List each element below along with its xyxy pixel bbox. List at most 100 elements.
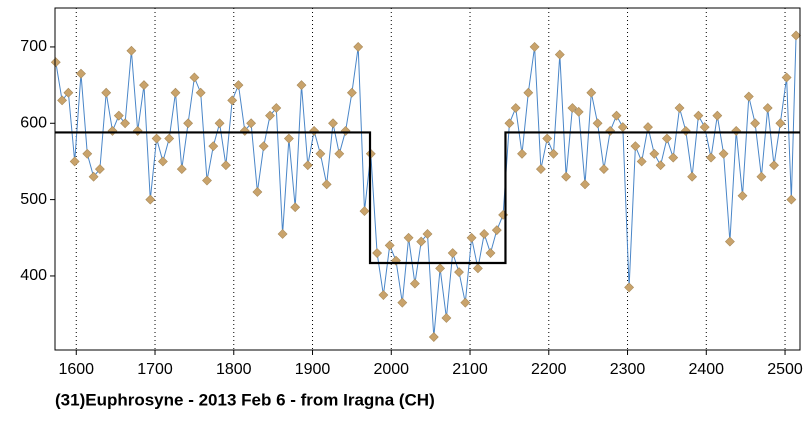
data-point <box>208 141 219 152</box>
data-point <box>624 282 635 293</box>
data-point <box>573 106 584 117</box>
data-point <box>592 118 603 129</box>
data-point <box>687 171 698 182</box>
data-point <box>661 133 672 144</box>
x-tick-label: 2500 <box>767 361 803 378</box>
data-point <box>454 267 464 278</box>
data-point <box>781 72 792 83</box>
data-point <box>321 179 332 190</box>
data-point <box>529 42 540 52</box>
data-point <box>523 87 534 98</box>
data-point <box>353 42 364 52</box>
y-tick-label: 600 <box>20 114 47 131</box>
x-tick-label: 2200 <box>531 361 567 378</box>
x-tick-label: 1600 <box>58 361 94 378</box>
data-point <box>422 229 433 239</box>
data-point <box>447 248 458 258</box>
data-point <box>157 156 168 167</box>
data-point <box>328 118 338 129</box>
y-tick-label: 500 <box>20 191 47 208</box>
data-point <box>296 80 307 91</box>
data-point <box>164 133 175 144</box>
data-point <box>472 263 483 274</box>
data-point <box>76 68 86 79</box>
data-point <box>724 236 735 247</box>
data-point <box>750 118 761 129</box>
data-point <box>334 148 345 159</box>
data-point <box>542 133 553 144</box>
data-point <box>220 160 231 171</box>
data-point <box>510 103 521 113</box>
data-point <box>214 118 225 129</box>
data-point <box>346 87 357 98</box>
data-point <box>69 156 80 167</box>
data-point <box>554 49 565 60</box>
data-point <box>258 141 269 152</box>
model-line <box>55 131 800 265</box>
x-tick-label: 2400 <box>688 361 724 378</box>
data-point <box>756 171 767 182</box>
data-point <box>302 160 313 171</box>
data-point <box>359 206 370 216</box>
data-point <box>277 229 288 239</box>
data-point <box>762 103 773 113</box>
data-point <box>101 87 112 98</box>
data-point <box>737 190 748 201</box>
data-point <box>485 248 496 258</box>
data-point <box>63 87 74 98</box>
data-point <box>504 118 515 129</box>
data-point <box>397 297 408 308</box>
data-point <box>50 57 61 68</box>
data-point <box>233 80 244 91</box>
data-point <box>743 91 754 102</box>
data-point <box>712 110 723 121</box>
data-point <box>491 225 502 236</box>
data-point <box>598 164 609 175</box>
x-tick-label: 2300 <box>610 361 646 378</box>
data-point <box>170 87 181 98</box>
data-point <box>283 133 294 144</box>
x-tick-label: 2100 <box>452 361 488 378</box>
data-point <box>202 175 212 186</box>
data-point <box>120 118 131 129</box>
data-point <box>428 332 439 342</box>
data-point <box>674 103 685 113</box>
data-point <box>655 160 666 171</box>
data-point <box>315 148 326 159</box>
x-tick-label: 1800 <box>216 361 252 378</box>
data-point <box>176 164 187 175</box>
data-point <box>378 290 389 300</box>
data-point <box>718 148 729 159</box>
data-point <box>151 133 162 144</box>
x-tick-label: 1700 <box>137 361 173 378</box>
x-tick-label: 2000 <box>373 361 409 378</box>
data-point <box>441 313 452 323</box>
data-point <box>706 152 716 163</box>
data-point <box>548 148 559 159</box>
data-point <box>567 103 578 113</box>
data-point <box>82 148 93 159</box>
data-point <box>246 118 257 129</box>
data-point <box>195 87 206 98</box>
data-point <box>183 118 194 129</box>
data-point <box>252 187 263 197</box>
data-point <box>113 110 124 121</box>
data-point <box>94 164 105 175</box>
data-point <box>466 232 477 243</box>
data-point <box>586 87 597 98</box>
data-point <box>693 110 704 121</box>
data-point <box>535 164 546 175</box>
data-point <box>561 171 572 182</box>
data-point <box>139 80 149 91</box>
data-point <box>189 72 200 83</box>
data-point <box>435 263 446 274</box>
data-point <box>265 110 275 121</box>
data-point <box>145 194 156 205</box>
chart-title: (31)Euphrosyne - 2013 Feb 6 - from Iragn… <box>55 390 435 409</box>
data-point <box>271 103 282 113</box>
data-point <box>769 160 779 171</box>
data-point <box>57 95 68 106</box>
data-point <box>479 229 490 239</box>
